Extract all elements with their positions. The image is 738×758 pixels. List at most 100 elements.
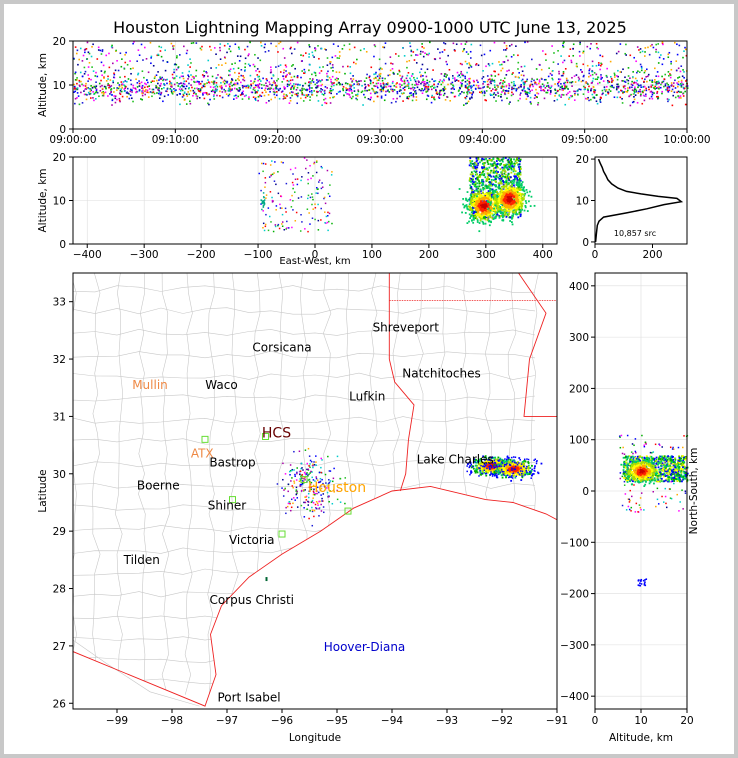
ew-source-point bbox=[474, 200, 477, 203]
time-source-point bbox=[152, 64, 155, 67]
time-source-point bbox=[182, 75, 184, 78]
time-source-point bbox=[107, 75, 109, 78]
time-source-point bbox=[467, 85, 470, 88]
time-source-point bbox=[162, 79, 164, 82]
ew-source-point bbox=[501, 198, 503, 201]
time-source-point bbox=[101, 94, 104, 97]
ew-xtick-label: −100 bbox=[244, 249, 273, 261]
time-source-point bbox=[359, 49, 362, 52]
time-source-point bbox=[270, 98, 273, 101]
ew-source-point bbox=[482, 188, 485, 191]
time-source-point bbox=[299, 89, 301, 92]
time-source-point bbox=[511, 86, 513, 89]
time-source-point bbox=[680, 81, 683, 83]
ew-source-point bbox=[528, 200, 530, 203]
time-source-point bbox=[349, 83, 351, 86]
ew-source-point bbox=[301, 221, 303, 223]
time-source-point bbox=[420, 74, 422, 77]
time-source-point bbox=[389, 85, 392, 88]
ew-source-point bbox=[485, 208, 488, 211]
time-source-point bbox=[275, 84, 277, 87]
time-source-point bbox=[525, 98, 528, 100]
time-source-point bbox=[308, 44, 310, 46]
time-source-point bbox=[150, 81, 153, 84]
time-ytick-label: 10 bbox=[53, 80, 66, 92]
time-source-point bbox=[316, 85, 319, 87]
time-source-point bbox=[563, 41, 565, 44]
time-source-point bbox=[443, 86, 446, 88]
time-source-point bbox=[505, 85, 508, 88]
time-source-point bbox=[637, 84, 640, 87]
ew-source-point bbox=[517, 200, 519, 203]
time-source-point bbox=[464, 60, 467, 63]
time-source-point bbox=[180, 88, 183, 90]
ew-source-point bbox=[305, 167, 307, 170]
time-source-point bbox=[302, 85, 304, 87]
ew-source-point bbox=[487, 201, 489, 203]
time-source-point bbox=[157, 71, 159, 73]
ew-source-point bbox=[522, 188, 525, 191]
time-source-point bbox=[337, 78, 339, 80]
time-source-point bbox=[87, 74, 90, 76]
time-source-point bbox=[651, 79, 654, 82]
map-source-point bbox=[305, 499, 308, 501]
time-source-point bbox=[109, 86, 111, 88]
time-source-point bbox=[559, 86, 562, 89]
time-source-point bbox=[590, 87, 593, 90]
map-source-point bbox=[302, 477, 304, 480]
time-source-point bbox=[401, 80, 403, 82]
ew-source-point bbox=[478, 171, 481, 174]
time-source-point bbox=[335, 77, 338, 80]
ew-source-point bbox=[479, 195, 482, 197]
ew-source-point bbox=[307, 197, 309, 200]
time-source-point bbox=[465, 87, 468, 89]
time-source-point bbox=[535, 83, 538, 86]
ew-source-point bbox=[517, 192, 520, 195]
time-source-point bbox=[446, 74, 448, 76]
time-source-point bbox=[417, 80, 420, 83]
ew-source-point bbox=[513, 180, 516, 182]
ew-source-point bbox=[517, 189, 519, 192]
time-source-point bbox=[116, 59, 118, 62]
time-source-point bbox=[438, 81, 441, 83]
time-source-point bbox=[171, 86, 173, 88]
time-source-point bbox=[271, 84, 274, 86]
ew-source-point bbox=[474, 161, 477, 164]
time-source-point bbox=[513, 87, 515, 90]
ew-source-point bbox=[489, 159, 492, 162]
time-source-point bbox=[275, 45, 277, 48]
time-source-point bbox=[302, 54, 305, 57]
time-source-point bbox=[321, 104, 323, 106]
time-source-point bbox=[283, 93, 285, 96]
time-source-point bbox=[447, 83, 449, 86]
ew-source-point bbox=[317, 203, 319, 206]
time-source-point bbox=[550, 85, 553, 87]
time-source-point bbox=[388, 91, 391, 93]
time-source-point bbox=[254, 53, 256, 56]
time-source-point bbox=[620, 90, 623, 92]
time-source-point bbox=[384, 42, 387, 44]
ew-source-point bbox=[485, 207, 487, 210]
time-source-point bbox=[372, 81, 375, 84]
time-source-point bbox=[411, 83, 414, 86]
time-source-point bbox=[587, 91, 590, 93]
time-source-point bbox=[410, 94, 413, 97]
ew-source-point bbox=[492, 199, 495, 202]
time-source-point bbox=[415, 92, 418, 95]
time-source-point bbox=[170, 84, 173, 87]
time-source-point bbox=[238, 60, 241, 62]
time-source-point bbox=[330, 78, 332, 81]
time-source-point bbox=[639, 94, 642, 97]
time-source-point bbox=[636, 79, 638, 82]
time-source-point bbox=[424, 52, 426, 54]
time-source-point bbox=[300, 54, 302, 56]
time-source-point bbox=[442, 88, 444, 90]
time-source-point bbox=[628, 95, 630, 98]
time-source-point bbox=[575, 62, 578, 65]
ew-source-point bbox=[505, 211, 508, 214]
county-line bbox=[73, 416, 536, 424]
ew-source-point bbox=[294, 220, 297, 222]
time-source-point bbox=[423, 88, 426, 91]
time-source-point bbox=[562, 89, 564, 92]
ew-source-point bbox=[491, 188, 494, 191]
